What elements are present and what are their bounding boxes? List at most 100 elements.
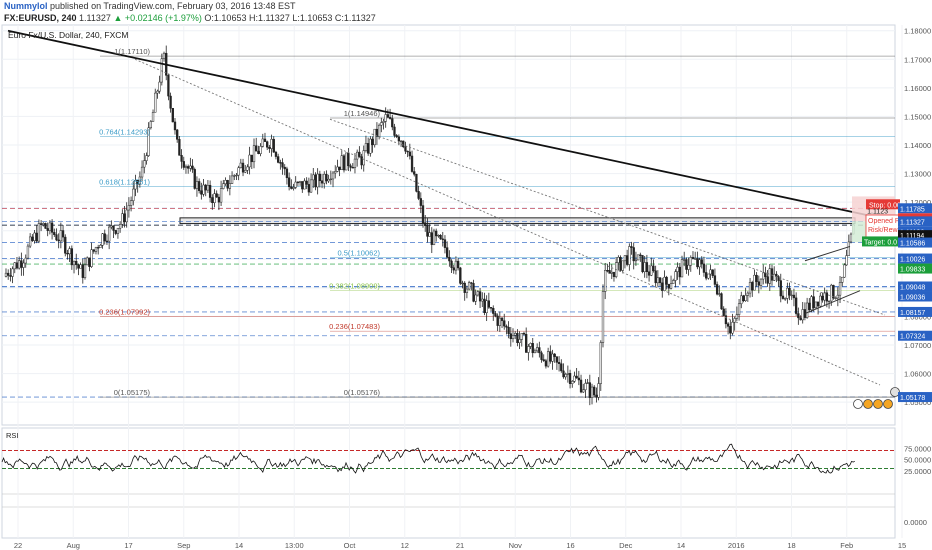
x-tick-label: 12 (401, 541, 409, 550)
candle-body (274, 151, 278, 157)
candle-body (514, 333, 517, 336)
channel-line[interactable] (804, 290, 861, 315)
y-tick-label: 1.17000 (904, 55, 931, 64)
candle-body (140, 166, 144, 178)
candle-body (399, 140, 403, 143)
candle-body (404, 146, 407, 152)
event-marker-icon[interactable] (873, 399, 883, 409)
author-link[interactable]: Nummylol (4, 1, 48, 11)
rsi-tick-label: 75.0000 (904, 444, 931, 453)
support-zone[interactable] (179, 217, 856, 225)
candle-body (546, 351, 550, 367)
dotted-trendline[interactable] (134, 58, 881, 386)
candle-body (604, 270, 607, 292)
candle-body (579, 379, 583, 393)
candle-body (145, 155, 148, 161)
candle-body (4, 272, 8, 277)
price-axis-tag-text: 1.09048 (900, 284, 925, 291)
candle-body (303, 180, 306, 190)
candle-body (61, 230, 65, 238)
candle-body (518, 339, 521, 344)
candle-body (358, 151, 361, 157)
candle-body (156, 90, 159, 94)
event-marker-icon[interactable] (890, 387, 900, 397)
candle-body (696, 258, 699, 268)
candle-body (759, 278, 763, 286)
candle-body (107, 226, 111, 242)
candle-body (781, 295, 785, 299)
candle-body (314, 174, 317, 188)
price-axis-tag-text: 1.08157 (900, 310, 925, 317)
candle-body (72, 260, 76, 266)
candle-body (483, 298, 486, 313)
candle-body (746, 292, 750, 296)
candle-body (268, 147, 271, 149)
candle-body (103, 233, 106, 242)
candle-body (325, 173, 328, 182)
candle-body (568, 373, 572, 384)
candle-body (610, 271, 613, 274)
candle-body (419, 198, 422, 206)
candle-body (340, 155, 343, 170)
main-pane-frame (1, 24, 896, 426)
x-tick-label: 18 (787, 541, 795, 550)
candle-body (191, 165, 194, 170)
candle-body (158, 81, 161, 92)
candle-body (182, 161, 185, 168)
candle-body (386, 114, 390, 118)
candle-body (465, 288, 469, 293)
candle-body (529, 343, 532, 347)
x-tick-label: 2016 (728, 541, 745, 550)
candle-body (685, 259, 688, 270)
candle-body (582, 389, 585, 393)
candle-body (351, 167, 354, 169)
candle-body (711, 269, 714, 276)
candle-body (64, 236, 67, 254)
candle-body (628, 246, 631, 265)
candle-body (790, 294, 793, 297)
candle-body (553, 353, 556, 357)
candle-body (507, 326, 510, 334)
channel-line[interactable] (804, 245, 851, 262)
candle-body (35, 232, 38, 242)
event-marker-icon[interactable] (883, 399, 893, 409)
candle-body (371, 138, 374, 146)
candle-body (472, 283, 475, 302)
candle-body (154, 92, 157, 113)
candle-body (241, 162, 245, 173)
candle-body (698, 259, 701, 268)
candle-body (814, 301, 818, 309)
candle-body (808, 302, 811, 311)
candle-body (129, 200, 133, 206)
price-axis-tag (898, 253, 932, 264)
candle-body (290, 186, 293, 189)
candle-body (770, 268, 774, 281)
candle-body (127, 205, 131, 211)
candle-body (748, 282, 752, 294)
event-marker-icon[interactable] (853, 399, 863, 409)
candle-body (110, 225, 113, 228)
major-trendline[interactable] (7, 29, 881, 219)
candle-body (97, 247, 100, 249)
candle-body (821, 295, 824, 301)
candle-body (380, 122, 383, 126)
candle-body (792, 294, 796, 299)
candle-body (538, 347, 541, 354)
price-axis-tag (898, 203, 932, 214)
y-tick-label: 1.14000 (904, 141, 931, 150)
dotted-trendline[interactable] (329, 118, 886, 316)
candle-body (259, 146, 262, 154)
event-marker-icon[interactable] (863, 399, 873, 409)
candle-body (204, 184, 207, 191)
candle-body (443, 239, 447, 248)
candle-body (224, 180, 227, 184)
candle-body (496, 315, 499, 326)
candle-body (612, 271, 616, 277)
candle-body (731, 321, 734, 334)
candle-body (20, 260, 23, 268)
candle-body (478, 291, 482, 302)
candle-body (678, 266, 681, 278)
candle-body (733, 318, 736, 323)
candle-body (503, 320, 506, 327)
